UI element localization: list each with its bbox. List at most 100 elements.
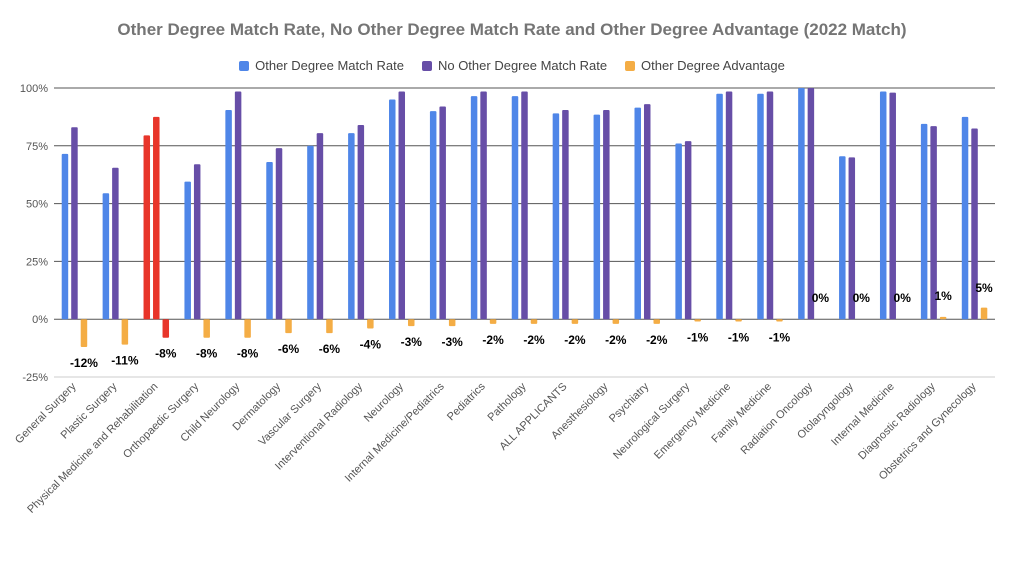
legend-swatch-no-other-degree [421, 60, 432, 71]
bar-advantage [244, 319, 251, 338]
bar-other-degree [839, 156, 846, 320]
bar-other-degree [593, 114, 601, 320]
legend-label-other-degree: Other Degree Match Rate [255, 58, 404, 73]
data-label: 1% [934, 289, 952, 303]
bar-advantage [530, 319, 538, 324]
bar-other-degree [266, 161, 273, 320]
bar-no-other-degree [357, 124, 365, 320]
bar-no-other-degree [153, 116, 160, 320]
bar-other-degree [675, 143, 682, 320]
legend-item-advantage: Other Degree Advantage [625, 58, 785, 73]
data-label: -3% [401, 335, 423, 349]
x-tick-label: Pediatrics [445, 380, 488, 423]
bar-advantage [448, 319, 456, 327]
bar-no-other-degree [643, 104, 651, 320]
y-tick-label: 100% [20, 83, 48, 95]
bar-other-degree [757, 93, 764, 320]
bar-no-other-degree [439, 106, 446, 320]
data-label: -2% [605, 333, 627, 347]
bar-other-degree [879, 91, 887, 320]
data-label: -8% [237, 347, 259, 361]
bar-other-degree [511, 96, 519, 320]
bar-other-degree [961, 116, 969, 320]
bar-advantage [980, 307, 988, 320]
x-tick-label: Radiation Oncology [739, 380, 816, 457]
x-tick-label: Emergency Medicine [652, 381, 733, 462]
data-label: -1% [769, 331, 791, 345]
legend-swatch-advantage [625, 60, 636, 71]
legend-label-no-other-degree: No Other Degree Match Rate [437, 58, 608, 73]
bar-advantage [489, 319, 497, 324]
bar-no-other-degree [193, 164, 201, 320]
bar-no-other-degree [521, 91, 528, 320]
bar-no-other-degree [316, 133, 324, 320]
bar-advantage [939, 316, 947, 320]
bar-other-degree [634, 107, 641, 320]
bar-no-other-degree [684, 141, 692, 320]
chart-title: Other Degree Match Rate, No Other Degree… [117, 20, 907, 39]
legend-label-advantage: Other Degree Advantage [641, 58, 785, 73]
chart-legend: Other Degree Match Rate No Other Degree … [0, 58, 1024, 73]
data-label: -3% [442, 335, 464, 349]
bar-no-other-degree [112, 167, 119, 320]
bar-no-other-degree [398, 91, 406, 320]
data-label: -2% [564, 333, 586, 347]
bar-no-other-degree [234, 91, 242, 320]
bar-no-other-degree [480, 91, 487, 320]
x-tick-label: Pathology [486, 380, 529, 423]
bar-no-other-degree [766, 91, 774, 320]
data-label: -11% [111, 354, 139, 368]
data-label: -8% [155, 347, 177, 361]
bar-no-other-degree [71, 127, 78, 320]
data-label: -8% [196, 347, 218, 361]
bar-advantage [571, 319, 579, 324]
bar-advantage [80, 319, 88, 347]
data-label: -12% [70, 356, 98, 370]
bar-other-degree [552, 113, 560, 320]
bar-advantage [735, 319, 742, 322]
legend-item-other-degree: Other Degree Match Rate [239, 58, 404, 73]
data-label: -1% [728, 331, 750, 345]
bar-other-degree [470, 96, 478, 320]
y-tick-label: 0% [32, 314, 48, 326]
bar-no-other-degree [562, 109, 569, 320]
bar-advantage [776, 319, 783, 322]
bar-other-degree [920, 123, 928, 320]
bar-advantage [612, 319, 620, 324]
bar-advantage [326, 319, 333, 334]
bar-other-degree [798, 88, 805, 320]
data-label: -4% [360, 337, 382, 351]
data-label: 0% [894, 291, 912, 305]
y-tick-label: 25% [26, 256, 48, 268]
x-tick-label: Neurology [362, 380, 406, 424]
data-label: -2% [482, 333, 504, 347]
data-label: 5% [975, 281, 993, 295]
x-tick-label: Orthopaedic Surgery [121, 380, 202, 461]
bar-no-other-degree [807, 88, 815, 320]
bar-no-other-degree [971, 128, 978, 320]
legend-swatch-other-degree [239, 60, 250, 71]
bar-other-degree [389, 99, 396, 320]
bar-no-other-degree [275, 148, 283, 320]
bar-advantage [162, 319, 170, 338]
data-label: 0% [853, 291, 871, 305]
bar-no-other-degree [725, 91, 733, 320]
y-tick-label: -25% [22, 372, 48, 384]
data-label: -1% [687, 331, 709, 345]
data-label: 0% [812, 291, 830, 305]
data-label: -2% [646, 333, 668, 347]
bar-other-degree [348, 133, 355, 320]
legend-item-no-other-degree: No Other Degree Match Rate [421, 58, 608, 73]
bar-advantage [203, 319, 210, 338]
data-label: -2% [523, 333, 545, 347]
bar-other-degree [143, 135, 151, 320]
bar-advantage [408, 319, 415, 327]
data-label: -6% [278, 342, 300, 356]
bar-other-degree [307, 145, 314, 320]
bar-other-degree [184, 181, 191, 320]
x-tick-label: Interventional Radiology [273, 380, 365, 472]
bar-other-degree [61, 153, 69, 320]
bar-advantage [694, 319, 701, 322]
bar-other-degree [716, 93, 723, 320]
bar-advantage [285, 319, 292, 334]
